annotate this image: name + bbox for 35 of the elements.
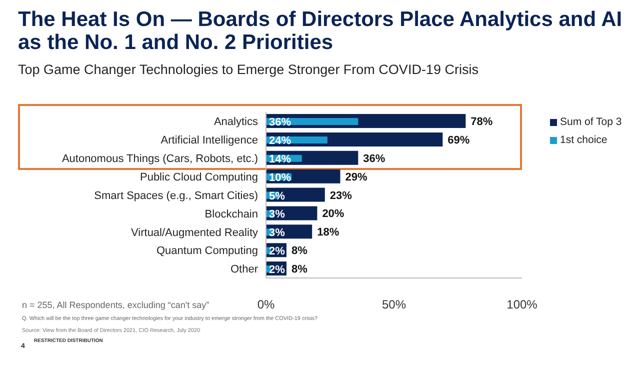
y-tick-label: Analytics [214,116,258,128]
data-label: 36% [363,152,386,165]
data-label: 14% [269,153,292,166]
data-label: 5% [269,190,286,202]
data-label: 2% [269,246,286,258]
x-tick-label: 50% [382,298,406,312]
y-tick-label: Virtual/Augmented Reality [131,226,258,239]
data-label: 23% [330,190,352,202]
data-label: 29% [345,171,368,184]
data-label: 3% [269,227,286,240]
data-label: 2% [269,264,286,276]
x-tick-label: 100% [506,298,538,312]
data-label: 8% [291,264,308,276]
y-tick-label: Smart Spaces (e.g., Smart Cities) [94,190,258,202]
x-tick-label: 0% [257,298,275,312]
data-label: 3% [269,208,286,221]
chart-subtitle: Top Game Changer Technologies to Emerge Stronger From COVID-19 Crisis [18,62,478,77]
text: n = 255, All Respondents, excluding “can't say” [22,300,210,310]
data-label: 78% [470,116,493,128]
data-label: 10% [269,172,292,184]
data-label: 36% [269,116,292,128]
legend-label: Sum of Top 3 [559,116,622,128]
data-label: 69% [448,134,470,146]
legend-label: 1st choice [559,134,608,146]
y-tick-label: Quantum Computing [156,245,258,258]
chart-title: The Heat Is On — Boards of Directors Place Analytics and AI as the No. 1 and No. 2 Priorities [18,8,624,54]
data-label: 24% [269,134,292,147]
data-label: 20% [322,208,344,220]
y-tick-label: Other [230,264,258,276]
data-label: 18% [317,226,340,239]
y-tick-label: Public Cloud Computing [140,171,258,184]
y-tick-label: Autonomous Things (Cars, Robots, etc.) [62,153,258,166]
y-tick-label: Artificial Intelligence [160,134,258,147]
data-label: 8% [291,245,308,258]
y-tick-label: Blockchain [204,208,258,220]
